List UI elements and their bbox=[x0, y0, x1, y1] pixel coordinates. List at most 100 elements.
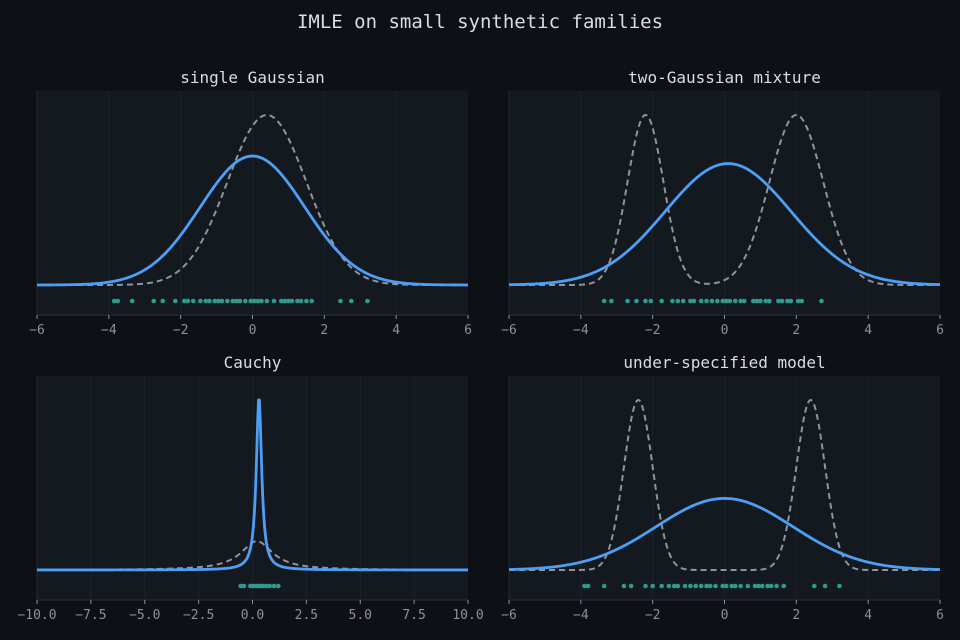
sample-point bbox=[203, 298, 209, 304]
sample-point bbox=[634, 298, 639, 304]
x-tick-label: 2 bbox=[792, 323, 800, 338]
sample-point bbox=[754, 298, 760, 304]
x-tick-label: 0 bbox=[721, 323, 729, 338]
sample-point bbox=[698, 583, 704, 589]
chart-panel-3: −10.0 −7.5 −5.0 −2.5 0.0 2.5 5.0 7.5 10.0 Cauchy bbox=[17, 353, 483, 623]
x-tick-label: 4 bbox=[392, 323, 400, 338]
x-tick-label: −6 bbox=[501, 323, 517, 338]
figure-title: IMLE on small synthetic families bbox=[297, 11, 663, 33]
sample-point bbox=[207, 298, 212, 304]
sample-point bbox=[709, 298, 715, 304]
sample-point bbox=[720, 298, 726, 304]
sample-point bbox=[601, 583, 607, 589]
sample-point bbox=[309, 298, 315, 304]
sample-point bbox=[732, 298, 738, 304]
sample-point bbox=[750, 298, 756, 304]
x-tick-label: 2 bbox=[792, 608, 800, 623]
chart-panel-1: −6 −4 −2 0 2 4 6 single Gaussian bbox=[29, 68, 472, 338]
sample-point bbox=[264, 583, 269, 589]
sample-point bbox=[276, 583, 281, 589]
sample-point bbox=[295, 298, 300, 304]
x-tick-label: 0 bbox=[249, 323, 257, 338]
sample-point bbox=[779, 298, 785, 304]
sample-point bbox=[338, 298, 343, 304]
sample-point bbox=[822, 583, 828, 589]
sample-point bbox=[759, 583, 765, 589]
panel-title: two-Gaussian mixture bbox=[628, 68, 821, 87]
sample-point bbox=[243, 298, 248, 304]
sample-point bbox=[707, 583, 713, 589]
x-tick-label: 10.0 bbox=[452, 608, 483, 623]
sample-point bbox=[671, 583, 677, 589]
sample-point bbox=[259, 298, 264, 304]
x-tick-label: −5.0 bbox=[129, 608, 160, 623]
x-tick-label: −10.0 bbox=[17, 608, 56, 623]
sample-point bbox=[151, 298, 157, 304]
x-tick-label: 0 bbox=[721, 608, 729, 623]
x-tick-label: 2 bbox=[320, 323, 328, 338]
sample-point bbox=[765, 583, 770, 589]
sample-point bbox=[212, 298, 218, 304]
sample-point bbox=[271, 298, 277, 304]
sample-point bbox=[267, 583, 273, 589]
sample-point bbox=[666, 583, 672, 589]
sample-point bbox=[732, 583, 738, 589]
sample-point bbox=[675, 298, 681, 304]
x-tick-label: 7.5 bbox=[402, 608, 425, 623]
fitted-density-curve bbox=[36, 398, 469, 572]
sample-point bbox=[251, 298, 257, 304]
sample-point bbox=[172, 298, 178, 304]
sample-point bbox=[625, 298, 630, 304]
sample-point bbox=[795, 298, 801, 304]
sample-point bbox=[720, 583, 726, 589]
sample-point bbox=[160, 298, 166, 304]
sample-point bbox=[767, 298, 772, 304]
sample-point bbox=[304, 298, 309, 304]
sample-point bbox=[715, 298, 720, 304]
sample-point bbox=[286, 298, 291, 304]
sample-point bbox=[129, 298, 135, 304]
sample-point bbox=[768, 583, 774, 589]
sample-point bbox=[659, 298, 664, 304]
sample-point bbox=[704, 583, 709, 589]
sample-point bbox=[723, 583, 729, 589]
sample-point bbox=[693, 583, 699, 589]
chart-panel-2: −6 −4 −2 0 2 4 6 two-Gaussian mixture bbox=[501, 68, 944, 338]
sample-point bbox=[609, 298, 614, 304]
x-tick-label: −4 bbox=[573, 323, 589, 338]
sample-point bbox=[234, 298, 239, 304]
sample-point bbox=[691, 298, 697, 304]
sample-point bbox=[688, 298, 693, 304]
sample-point bbox=[675, 583, 681, 589]
sample-point bbox=[643, 583, 648, 589]
sample-point bbox=[643, 298, 648, 304]
true-density-curve bbox=[36, 114, 469, 286]
sample-point bbox=[230, 298, 236, 304]
sample-point bbox=[752, 583, 758, 589]
sample-point bbox=[111, 298, 117, 304]
true-density-curve bbox=[508, 399, 941, 571]
x-tick-label: 6 bbox=[936, 608, 944, 623]
x-tick-label: 6 bbox=[464, 323, 472, 338]
sample-point bbox=[680, 298, 686, 304]
x-tick-label: −6 bbox=[29, 323, 45, 338]
sample-point bbox=[348, 298, 354, 304]
sample-point bbox=[216, 298, 221, 304]
sample-point bbox=[264, 298, 270, 304]
panel-title: Cauchy bbox=[224, 353, 282, 372]
sample-point bbox=[115, 298, 121, 304]
sample-point bbox=[181, 298, 187, 304]
x-tick-label: −4 bbox=[101, 323, 117, 338]
sample-point bbox=[260, 583, 266, 589]
sample-point bbox=[278, 298, 284, 304]
sample-point bbox=[729, 583, 734, 589]
sample-point bbox=[271, 583, 277, 589]
x-tick-label: −2 bbox=[645, 323, 661, 338]
x-tick-label: −6 bbox=[501, 608, 517, 623]
sample-point bbox=[255, 298, 261, 304]
sample-point bbox=[774, 583, 779, 589]
sample-point bbox=[198, 298, 203, 304]
sample-point bbox=[237, 298, 243, 304]
sample-point bbox=[582, 583, 587, 589]
fitted-density-curve bbox=[508, 162, 941, 287]
